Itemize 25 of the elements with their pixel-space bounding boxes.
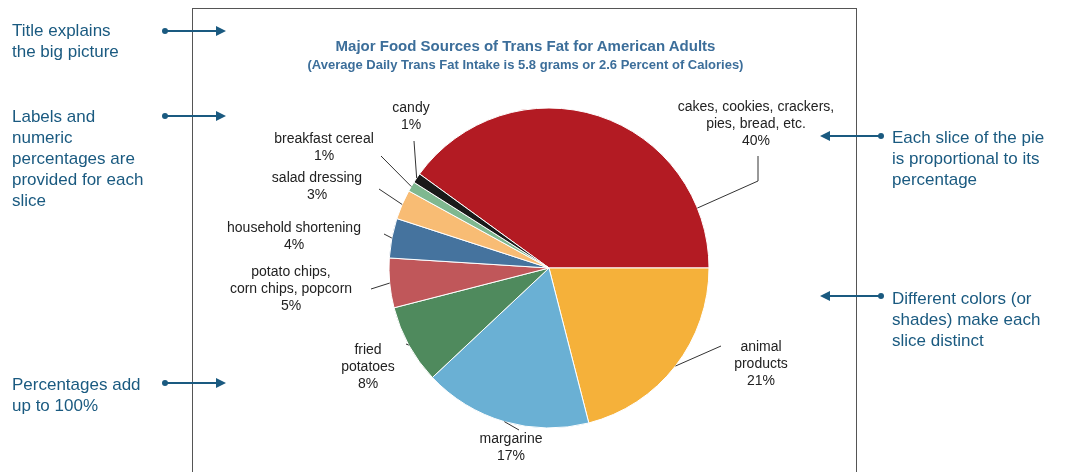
data-label: 4% [283, 236, 305, 252]
data-label: 1% [313, 147, 335, 163]
data-label: 21% [746, 372, 776, 388]
slice-label: potato chips, corn chips, popcorn [229, 263, 353, 296]
slice-label: margarine [479, 430, 543, 446]
text: Different colors (or shades) make each slice distinct [892, 288, 1042, 351]
data-label: 1% [400, 116, 422, 132]
data-label: 40% [741, 132, 771, 148]
slice-label: candy [392, 99, 430, 115]
slice-label: animal products [734, 338, 788, 371]
data-label: 3% [306, 186, 328, 202]
data-label: 17% [496, 447, 526, 463]
slice-label: cakes, cookies, crackers, pies, bread, etc. [677, 98, 835, 131]
slice-label: fried potatoes [341, 341, 395, 374]
text: Percentages add up to 100% [12, 374, 142, 416]
data-label: 8% [357, 375, 379, 391]
slice-label: household shortening [227, 219, 361, 235]
chart-title: Major Food Sources of Trans Fat for American Adults [334, 37, 717, 54]
slice-label: salad dressing [271, 169, 363, 185]
text: Each slice of the pie is proportional to its percentage [892, 127, 1046, 190]
chart-subtitle: (Average Daily Trans Fat Intake is 5.8 grams or 2.6 Percent of Calories) [306, 57, 745, 72]
data-label: 5% [280, 297, 302, 313]
text: Labels and numeric percentages are provided for each slice [12, 106, 145, 211]
slice-label: breakfast cereal [274, 130, 374, 146]
text: Title explains the big picture [12, 20, 120, 62]
